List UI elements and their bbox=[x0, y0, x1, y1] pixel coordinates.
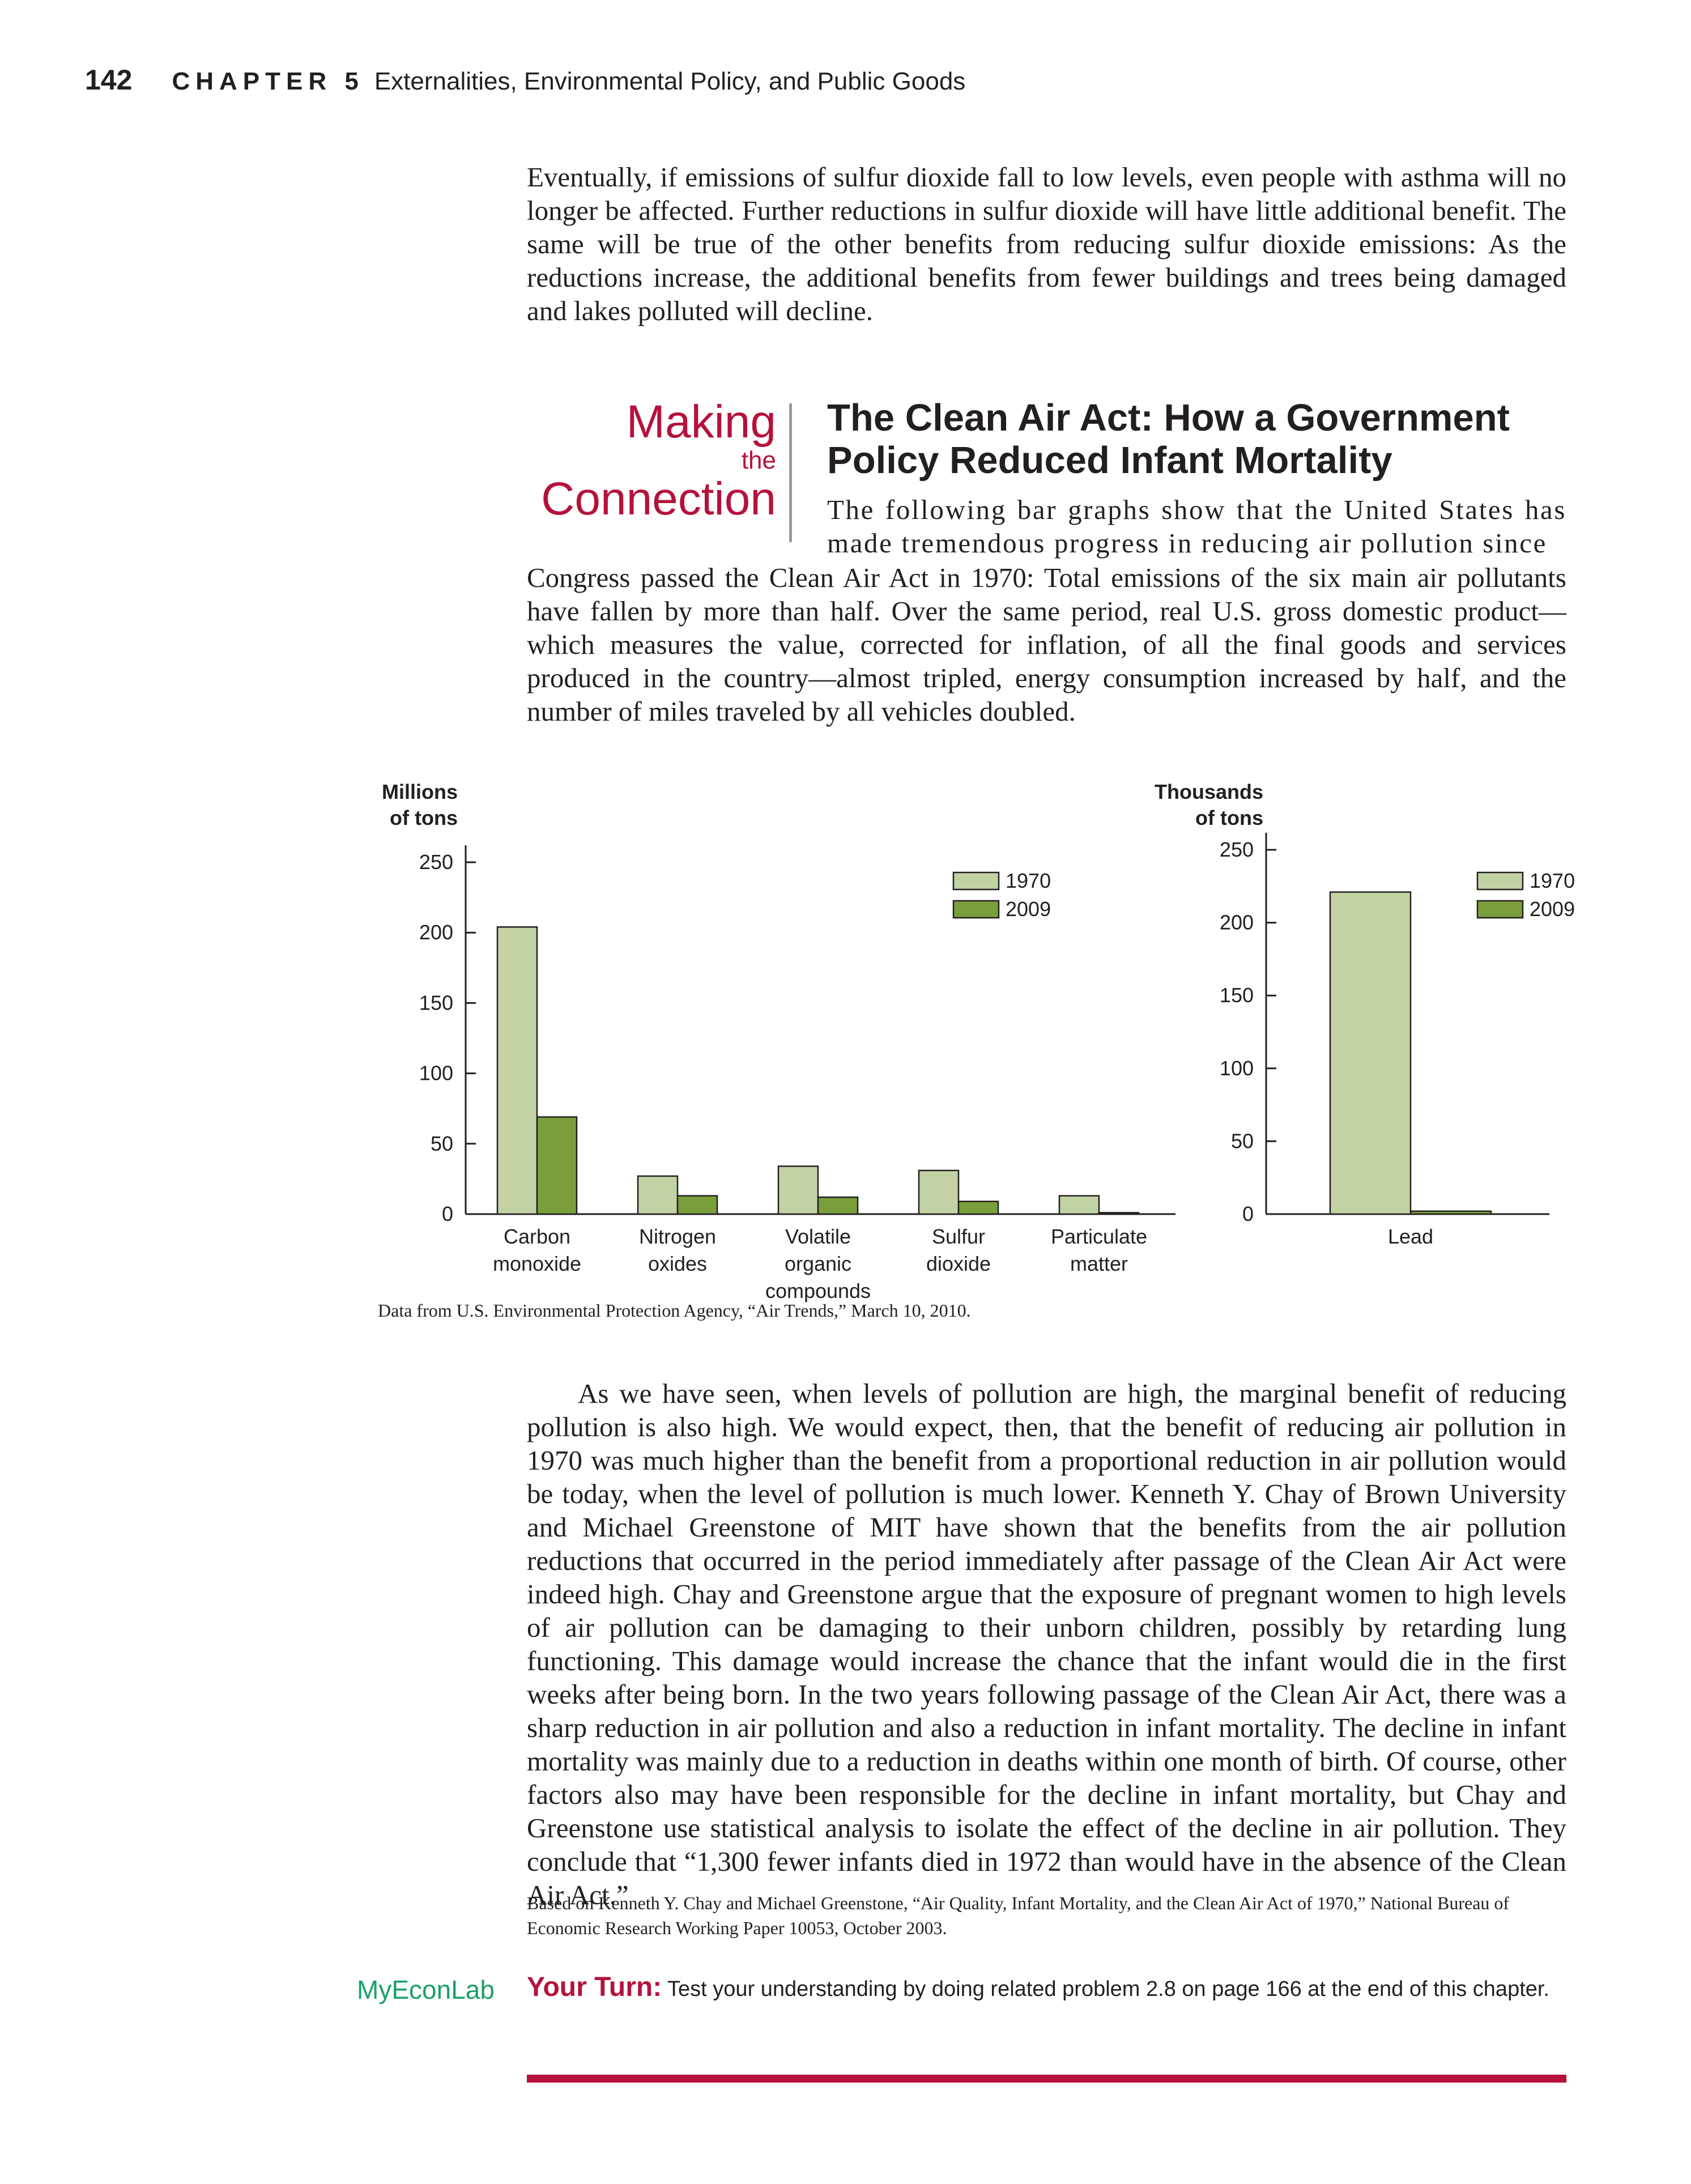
category-label: Lead bbox=[1388, 1225, 1433, 1248]
y-tick-label: 50 bbox=[431, 1132, 453, 1155]
bar-1970 bbox=[1329, 891, 1412, 1215]
category-label: dioxide bbox=[926, 1252, 991, 1275]
myeconlab-logo: MyEconLab bbox=[357, 1975, 495, 2004]
feature-first-lines: The following bar graphs show that the U… bbox=[827, 494, 1566, 559]
bar-1970 bbox=[777, 1165, 819, 1215]
category-label: compounds bbox=[765, 1279, 871, 1302]
category-label: Volatile bbox=[785, 1225, 851, 1248]
your-turn-text: Test your understanding by doing related… bbox=[667, 1977, 1550, 2001]
category-label: monoxide bbox=[493, 1252, 581, 1275]
y-tick-label: 250 bbox=[1220, 838, 1254, 861]
body-paragraph: As we have seen, when levels of pollutio… bbox=[527, 1378, 1566, 1910]
y-tick-label: 50 bbox=[1231, 1129, 1254, 1152]
y-axis-label: Millions bbox=[382, 780, 458, 803]
bar-2009 bbox=[676, 1195, 718, 1215]
bar-1970 bbox=[1058, 1195, 1100, 1215]
y-tick-label: 250 bbox=[419, 850, 453, 874]
your-turn-label: Your Turn: bbox=[527, 1972, 662, 2002]
page-number: 142 bbox=[85, 64, 133, 96]
y-tick-label: 200 bbox=[419, 921, 453, 944]
making-the-connection-label: Making the Connection bbox=[510, 397, 776, 525]
legend-swatch-1970 bbox=[1476, 871, 1524, 891]
source-note: Data from U.S. Environmental Protection … bbox=[378, 1300, 971, 1321]
legend-swatch-2009 bbox=[952, 900, 1000, 919]
bar-1970 bbox=[637, 1175, 679, 1215]
bar-2009 bbox=[1098, 1212, 1140, 1215]
y-axis-label: of tons bbox=[390, 806, 458, 829]
y-axis-label: of tons bbox=[1195, 806, 1263, 829]
legend-label-2009: 2009 bbox=[1530, 897, 1575, 921]
bar-1970 bbox=[918, 1169, 960, 1215]
category-label: Particulate bbox=[1051, 1225, 1147, 1248]
y-tick-label: 150 bbox=[1220, 984, 1254, 1007]
y-tick-label: 100 bbox=[1220, 1057, 1254, 1080]
label-making: Making bbox=[626, 396, 776, 448]
bar-2009 bbox=[536, 1116, 578, 1215]
running-head: 142 CHAPTER 5 Externalities, Environmental… bbox=[85, 63, 965, 96]
bar-2009 bbox=[817, 1196, 859, 1215]
category-label: oxides bbox=[648, 1252, 707, 1275]
legend-swatch-2009 bbox=[1476, 900, 1524, 919]
category-label: Sulfur bbox=[932, 1225, 985, 1248]
category-label: matter bbox=[1070, 1252, 1128, 1275]
chart-lead: Thousands of tons 0 50 100 150 200 250 Lead 1970 2… bbox=[1155, 780, 1575, 1248]
y-tick-label: 0 bbox=[1242, 1202, 1254, 1225]
chapter-title: Externalities, Environmental Policy, and… bbox=[374, 67, 966, 95]
feature-divider bbox=[789, 403, 792, 542]
feature-continuation: Congress passed the Clean Air Act in 197… bbox=[527, 562, 1566, 727]
label-the: the bbox=[741, 446, 776, 474]
legend-label-1970: 1970 bbox=[1530, 869, 1575, 892]
y-tick-label: 150 bbox=[419, 991, 453, 1014]
intro-paragraph: Eventually, if emissions of sulfur dioxi… bbox=[527, 161, 1566, 326]
label-connection: Connection bbox=[541, 473, 776, 525]
chart-criteria-pollutants: Millions of tons 0 50 100 150 200 250 Carbon mono… bbox=[382, 780, 1175, 1302]
bar-2009 bbox=[957, 1200, 999, 1215]
legend-label-2009: 2009 bbox=[1006, 897, 1051, 921]
feature-title: The Clean Air Act: How a Government Poli… bbox=[827, 397, 1510, 482]
footnote: Based on Kenneth Y. Chay and Michael Gre… bbox=[527, 1893, 1510, 1938]
bar-2009 bbox=[1409, 1210, 1492, 1215]
category-label: Carbon bbox=[504, 1225, 570, 1248]
y-axis-label: Thousands bbox=[1155, 780, 1263, 803]
bottom-rule bbox=[527, 2075, 1566, 2083]
y-tick-label: 200 bbox=[1220, 911, 1254, 934]
legend-label-1970: 1970 bbox=[1006, 869, 1051, 892]
chapter-label: CHAPTER 5 bbox=[172, 67, 364, 95]
category-label: Nitrogen bbox=[639, 1225, 716, 1248]
your-turn: Your Turn: Test your understanding by do… bbox=[527, 1972, 1564, 2005]
legend-swatch-1970 bbox=[952, 871, 1000, 891]
y-tick-label: 0 bbox=[442, 1202, 453, 1225]
category-label: organic bbox=[785, 1252, 851, 1275]
y-tick-label: 100 bbox=[419, 1062, 453, 1085]
bar-1970 bbox=[496, 926, 538, 1215]
